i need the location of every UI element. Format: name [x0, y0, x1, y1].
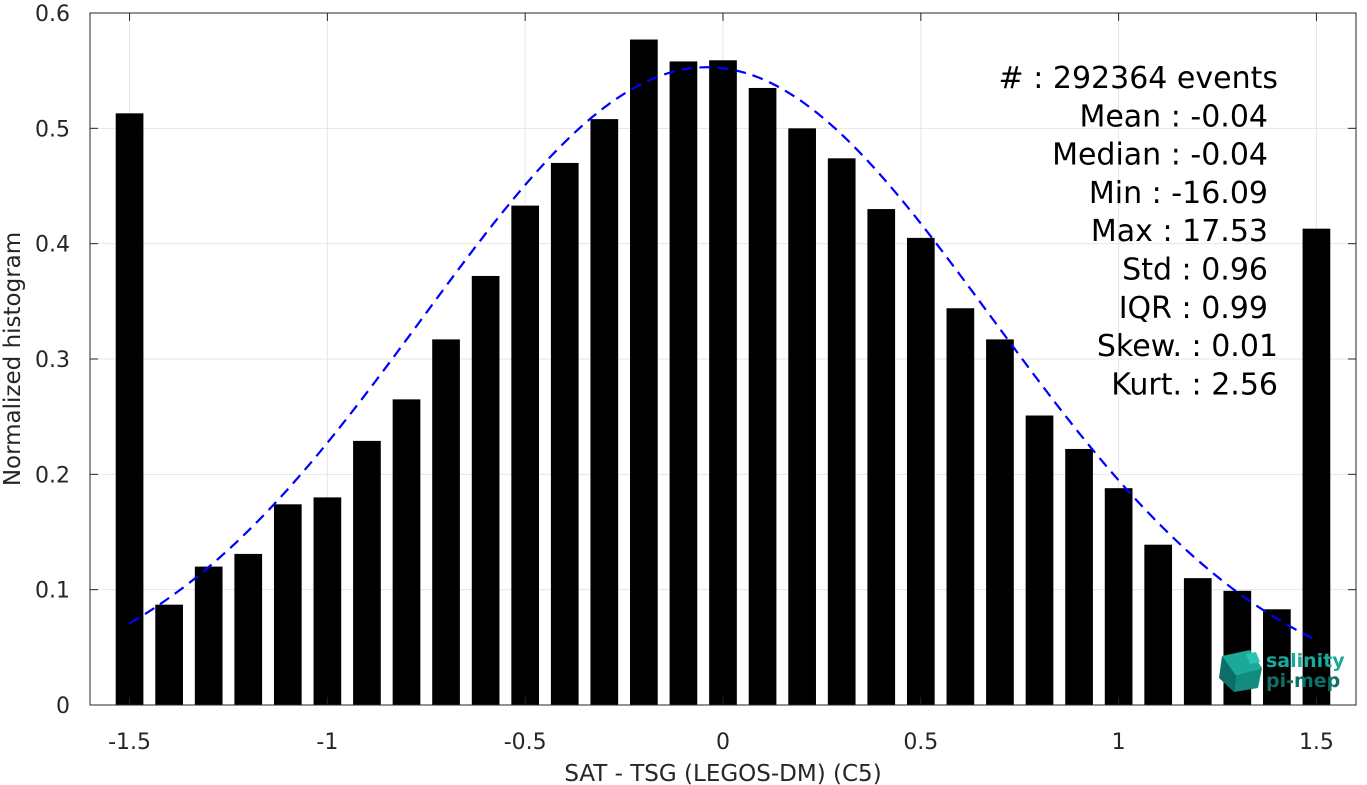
bar-23 [1025, 415, 1054, 705]
logo-text-salinity: salinity [1266, 650, 1345, 672]
bar-26 [1144, 544, 1173, 705]
logo-text-pi-mep: pi-mep [1266, 670, 1340, 692]
bar-29 [1263, 609, 1291, 705]
stat-line-1: Mean : -0.04 [1079, 99, 1268, 134]
stat-line-0: # : 292364 events [999, 61, 1278, 96]
bar-25 [1104, 488, 1133, 705]
x-tick-label-0: -1.5 [108, 730, 151, 755]
y-tick-label-2: 0.2 [35, 463, 70, 488]
logo-cube-icon [1219, 650, 1262, 692]
y-tick-label-0: 0 [56, 694, 70, 719]
salinity-pi-mep-logo: salinity pi-mep [1219, 650, 1345, 692]
bar-30 [1302, 228, 1331, 705]
y-tick-label-5: 0.5 [35, 117, 70, 142]
bar-9 [471, 275, 500, 705]
x-tick-label-4: 0.5 [903, 730, 938, 755]
stat-line-2: Median : -0.04 [1052, 138, 1268, 173]
x-tick-label-2: -0.5 [504, 730, 547, 755]
bars [115, 39, 1331, 706]
bar-4 [273, 504, 302, 705]
bar-18 [827, 158, 856, 705]
stat-line-3: Min : -16.09 [1089, 176, 1268, 211]
x-axis-ticks: -1.5 -1 -0.5 0 0.5 1 1.5 [108, 13, 1334, 755]
bar-20 [906, 237, 935, 705]
x-axis-label: SAT - TSG (LEGOS-DM) (C5) [564, 761, 881, 785]
x-tick-label-6: 1.5 [1299, 730, 1334, 755]
bar-5 [313, 497, 342, 705]
bar-13 [630, 39, 658, 705]
bar-2 [194, 566, 223, 705]
bar-24 [1065, 448, 1093, 705]
bar-15 [709, 60, 737, 705]
bar-14 [669, 61, 698, 705]
y-tick-label-6: 0.6 [35, 2, 70, 27]
stat-line-6: IQR : 0.99 [1119, 291, 1268, 326]
bar-17 [788, 128, 816, 706]
bar-12 [590, 119, 619, 705]
bar-22 [986, 339, 1014, 705]
bar-16 [748, 87, 777, 705]
stat-line-4: Max : 17.53 [1091, 214, 1268, 249]
bar-7 [392, 399, 421, 705]
bar-1 [155, 604, 183, 705]
bar-27 [1183, 578, 1212, 705]
bar-10 [511, 205, 540, 705]
y-tick-label-3: 0.3 [35, 348, 70, 373]
bar-6 [353, 440, 381, 705]
bar-21 [946, 308, 975, 705]
bar-19 [867, 209, 896, 706]
x-tick-label-1: -1 [316, 730, 338, 755]
y-tick-label-1: 0.1 [35, 579, 70, 604]
x-tick-label-5: 1 [1112, 730, 1126, 755]
stat-line-5: Std : 0.96 [1122, 253, 1268, 288]
y-tick-label-4: 0.4 [35, 233, 70, 258]
bar-8 [432, 339, 460, 705]
y-axis-label: Normalized histogram [0, 232, 26, 486]
stat-line-7: Skew. : 0.01 [1097, 329, 1278, 364]
fit-curve [129, 66, 1317, 642]
x-tick-label-3: 0 [716, 730, 730, 755]
bar-11 [550, 162, 579, 705]
bar-0 [115, 113, 144, 706]
y-axis-ticks: 0 0.1 0.2 0.3 0.4 0.5 0.6 [35, 2, 1356, 719]
bar-3 [234, 553, 263, 705]
stat-line-8: Kurt. : 2.56 [1111, 367, 1278, 402]
